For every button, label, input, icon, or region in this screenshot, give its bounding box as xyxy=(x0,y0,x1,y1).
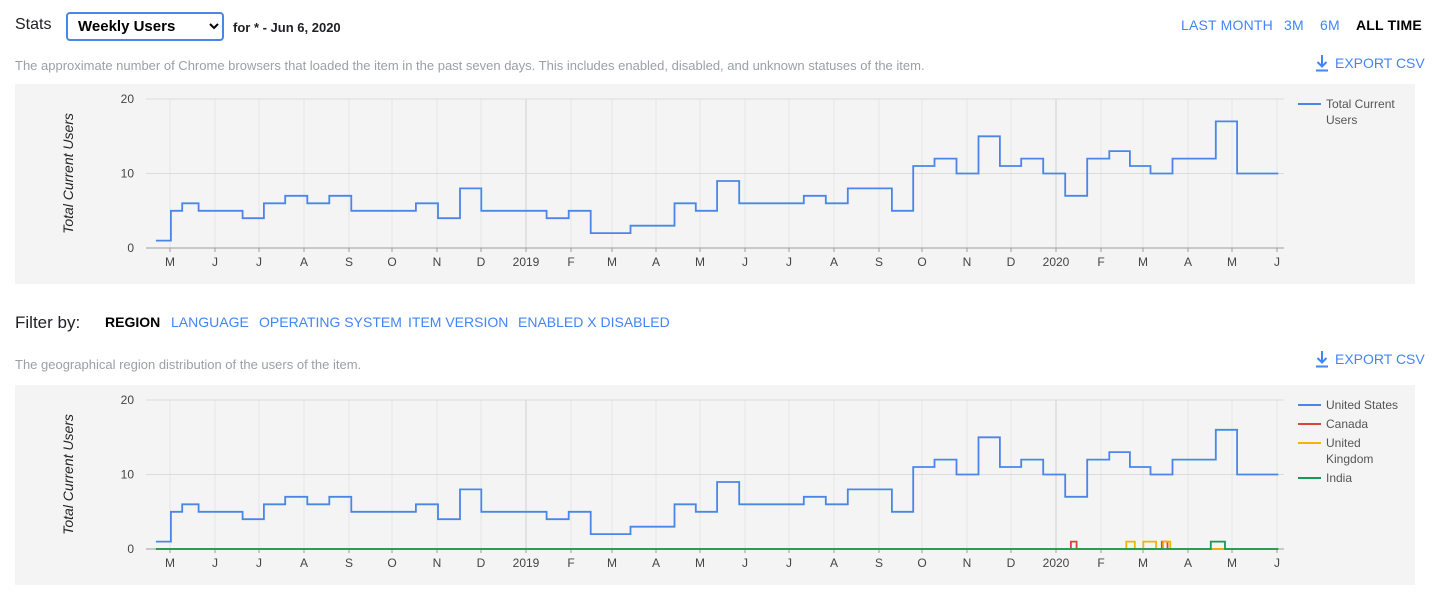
region-description: The geographical region distribution of … xyxy=(15,357,362,372)
download-icon xyxy=(1315,350,1329,368)
x-tick-label: F xyxy=(567,556,574,570)
metric-select[interactable]: Weekly Users xyxy=(66,12,224,41)
x-tick-label: J xyxy=(786,556,792,570)
download-icon xyxy=(1315,54,1329,72)
x-tick-label: 2020 xyxy=(1043,255,1070,269)
x-tick-label: J xyxy=(256,255,262,269)
x-tick-label: J xyxy=(256,556,262,570)
x-tick-label: A xyxy=(830,556,838,570)
x-tick-label: A xyxy=(652,255,660,269)
legend-label: United xyxy=(1326,436,1361,450)
x-tick-label: A xyxy=(300,255,308,269)
filter-label: Filter by: xyxy=(15,313,81,332)
x-tick-label: O xyxy=(387,255,396,269)
x-tick-label: M xyxy=(1138,556,1148,570)
range-3m-button[interactable]: 3M xyxy=(1284,17,1304,33)
y-tick-label: 20 xyxy=(121,393,135,407)
x-tick-label: M xyxy=(695,556,705,570)
x-tick-label: F xyxy=(567,255,574,269)
x-tick-label: S xyxy=(345,556,353,570)
region-chart: 0 10 20 M J J A S O N D 2019 F M A M J J A S O N D 2020 F M A M J Tot… xyxy=(60,393,1398,570)
x-tick-label: M xyxy=(607,556,617,570)
x-tick-label: M xyxy=(165,255,175,269)
filter-tab-region[interactable]: REGION xyxy=(105,314,161,330)
filter-tab-operating-system[interactable]: OPERATING SYSTEM xyxy=(259,314,402,330)
x-tick-label: J xyxy=(786,255,792,269)
x-tick-label: S xyxy=(345,255,353,269)
users-chart-panel: 0 10 20 M J J A S O N D 2019 F M A M J J A S O N D 2020 F M A M J Tot… xyxy=(15,84,1415,284)
x-tick-label: 2019 xyxy=(513,255,540,269)
legend-label: Total Current xyxy=(1326,97,1395,111)
x-tick-label: N xyxy=(433,556,442,570)
x-tick-label: O xyxy=(387,556,396,570)
x-tick-label: O xyxy=(917,556,926,570)
users-chart: 0 10 20 M J J A S O N D 2019 F M A M J J A S O N D 2020 F M A M J Tot… xyxy=(60,92,1395,269)
x-tick-label: O xyxy=(917,255,926,269)
range-last-month-button[interactable]: LAST MONTH xyxy=(1181,17,1273,33)
export-csv-label: EXPORT CSV xyxy=(1335,55,1425,71)
export-csv-button-region[interactable]: EXPORT CSV xyxy=(1315,350,1425,368)
series-line-india xyxy=(155,540,1279,550)
y-axis-label: Total Current Users xyxy=(60,113,76,234)
range-all-time-button[interactable]: ALL TIME xyxy=(1356,17,1422,33)
legend-label: Users xyxy=(1326,113,1357,127)
x-tick-label: J xyxy=(742,255,748,269)
x-tick-label: N xyxy=(963,556,972,570)
x-tick-label: J xyxy=(1274,255,1280,269)
filter-tab-enabled-disabled[interactable]: ENABLED X DISABLED xyxy=(518,314,670,330)
x-tick-label: A xyxy=(1184,255,1192,269)
x-tick-label: S xyxy=(875,556,883,570)
x-tick-label: M xyxy=(1227,255,1237,269)
series-line-united-kingdom xyxy=(155,540,1279,550)
x-tick-label: D xyxy=(1007,556,1016,570)
x-tick-label: A xyxy=(300,556,308,570)
x-tick-label: S xyxy=(875,255,883,269)
x-tick-label: A xyxy=(1184,556,1192,570)
y-tick-label: 0 xyxy=(127,241,134,255)
x-tick-label: J xyxy=(1274,556,1280,570)
stats-label: Stats xyxy=(15,16,52,33)
x-tick-label: N xyxy=(963,255,972,269)
legend-label: Canada xyxy=(1326,417,1368,431)
x-tick-label: M xyxy=(1138,255,1148,269)
users-description: The approximate number of Chrome browser… xyxy=(15,58,925,73)
date-range: for * - Jun 6, 2020 xyxy=(233,20,341,35)
series-line-total-current-users xyxy=(155,120,1279,242)
x-tick-label: A xyxy=(652,556,660,570)
series-line-united-states xyxy=(155,428,1279,543)
x-tick-label: D xyxy=(477,255,486,269)
x-tick-label: 2019 xyxy=(513,556,540,570)
y-tick-label: 20 xyxy=(121,92,135,106)
filter-tab-item-version[interactable]: ITEM VERSION xyxy=(408,314,509,330)
legend-label: Kingdom xyxy=(1326,452,1373,466)
x-tick-label: A xyxy=(830,255,838,269)
range-6m-button[interactable]: 6M xyxy=(1320,17,1340,33)
x-tick-label: M xyxy=(607,255,617,269)
x-tick-label: F xyxy=(1097,556,1104,570)
export-csv-button[interactable]: EXPORT CSV xyxy=(1315,54,1425,72)
x-tick-label: 2020 xyxy=(1043,556,1070,570)
legend-label: India xyxy=(1326,471,1352,485)
x-tick-label: M xyxy=(695,255,705,269)
legend-label: United States xyxy=(1326,398,1398,412)
y-axis-label: Total Current Users xyxy=(60,414,76,535)
y-tick-label: 0 xyxy=(127,542,134,556)
x-tick-label: M xyxy=(1227,556,1237,570)
region-chart-panel: 0 10 20 M J J A S O N D 2019 F M A M J J A S O N D 2020 F M A M J Tot… xyxy=(15,385,1415,585)
x-tick-label: D xyxy=(477,556,486,570)
y-tick-label: 10 xyxy=(121,468,135,482)
y-tick-label: 10 xyxy=(121,167,135,181)
x-tick-label: D xyxy=(1007,255,1016,269)
x-tick-label: J xyxy=(212,556,218,570)
x-tick-label: M xyxy=(165,556,175,570)
x-tick-label: J xyxy=(742,556,748,570)
x-tick-label: N xyxy=(433,255,442,269)
x-tick-label: J xyxy=(212,255,218,269)
export-csv-label: EXPORT CSV xyxy=(1335,351,1425,367)
x-tick-label: F xyxy=(1097,255,1104,269)
filter-tab-language[interactable]: LANGUAGE xyxy=(171,314,249,330)
